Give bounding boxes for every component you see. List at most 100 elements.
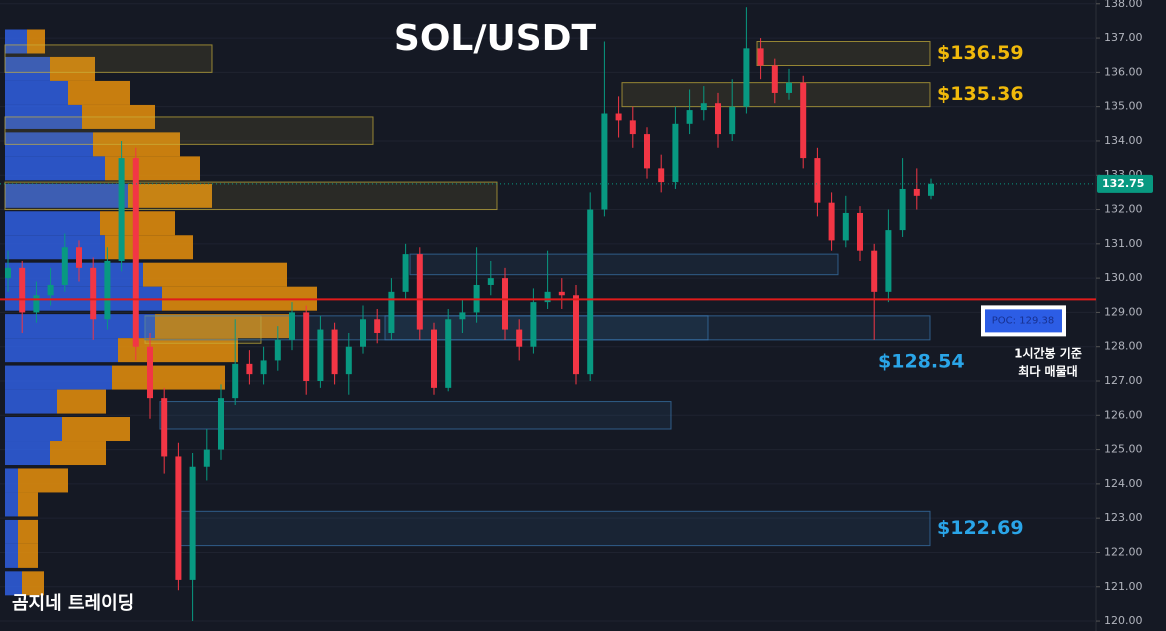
y-tick-label: 134.00	[1104, 134, 1143, 147]
candle-body	[431, 329, 437, 388]
zone-price-label: $136.59	[937, 42, 1024, 64]
zone	[4, 116, 374, 145]
candle-body	[871, 250, 878, 292]
volume-sell	[112, 365, 225, 390]
volume-sell	[143, 262, 287, 287]
y-tick-label: 137.00	[1104, 31, 1143, 44]
zone	[384, 315, 931, 341]
volume-sell	[128, 183, 212, 208]
candle-body	[132, 158, 139, 347]
volume-buy	[5, 235, 105, 260]
watermark: 곰지네 트레이딩	[12, 593, 134, 614]
candle-body	[402, 254, 409, 292]
candle-body	[771, 65, 778, 93]
y-tick-label: 132.00	[1104, 203, 1143, 216]
last-price-label: 132.75	[1102, 177, 1144, 190]
candle-body	[218, 398, 224, 450]
candle-body	[345, 346, 352, 375]
volume-buy	[5, 468, 18, 493]
candle-body	[828, 202, 835, 241]
candle-body	[374, 319, 381, 333]
volume-sell	[18, 543, 38, 568]
volume-buy	[5, 56, 50, 81]
candle-body	[729, 106, 736, 135]
candle-body	[672, 123, 679, 183]
candle-body	[445, 319, 452, 388]
volume-buy	[5, 262, 143, 287]
volume-buy	[5, 211, 100, 236]
candle-body	[644, 134, 650, 169]
zone-price-label: $128.54	[878, 350, 965, 372]
volume-buy	[5, 492, 18, 517]
y-tick-label: 127.00	[1104, 374, 1143, 387]
volume-sell	[105, 235, 193, 260]
zone	[159, 401, 672, 430]
annotation: 1시간봉 기준	[1014, 346, 1082, 361]
candle-body	[629, 120, 636, 135]
candle-body	[416, 254, 423, 330]
candle-body	[842, 212, 849, 241]
y-tick-label: 122.00	[1104, 545, 1143, 558]
candle-body	[587, 209, 594, 375]
chart-title: SOL/USDT	[394, 18, 597, 59]
candle-body	[814, 158, 821, 203]
candle-body	[76, 247, 82, 268]
candle-body	[246, 363, 253, 375]
volume-sell	[18, 492, 38, 517]
volume-buy	[5, 80, 68, 105]
candle-body	[303, 312, 310, 382]
candle-body	[686, 110, 693, 124]
candle-body	[530, 302, 537, 347]
candle-body	[558, 291, 565, 296]
volume-sell	[22, 571, 44, 596]
zone	[144, 315, 262, 344]
volume-sell	[50, 441, 106, 466]
candle-body	[544, 291, 551, 303]
candle-body	[274, 339, 281, 361]
zone	[177, 510, 931, 547]
candle-body	[232, 363, 239, 399]
candle-body	[260, 360, 267, 375]
volume-buy	[5, 519, 18, 544]
y-tick-label: 130.00	[1104, 271, 1143, 284]
volume-buy	[5, 156, 105, 181]
candle-body	[658, 168, 665, 183]
candle-body	[289, 312, 295, 340]
volume-buy	[5, 441, 50, 466]
candle-body	[175, 456, 182, 580]
candle-body	[189, 466, 196, 580]
zone	[756, 40, 931, 67]
candle-body	[487, 278, 494, 285]
y-tick-label: 120.00	[1104, 614, 1143, 627]
zone-price-label: $122.69	[937, 517, 1024, 539]
volume-sell	[155, 314, 290, 339]
candle-body	[5, 267, 11, 279]
candle-body	[331, 329, 338, 375]
y-tick-label: 126.00	[1104, 408, 1143, 421]
y-tick-label: 135.00	[1104, 100, 1143, 113]
poc-box-inner	[985, 309, 1062, 333]
volume-buy	[5, 183, 128, 208]
volume-buy	[5, 571, 22, 596]
zone	[144, 315, 709, 341]
volume-buy	[5, 29, 27, 54]
volume-buy	[5, 314, 155, 339]
candle-body	[885, 230, 892, 292]
candle-body	[502, 278, 508, 330]
y-tick-label: 131.00	[1104, 237, 1143, 250]
candle-body	[90, 267, 97, 320]
candle-body	[118, 158, 125, 261]
y-tick-label: 129.00	[1104, 305, 1143, 318]
candle-body	[388, 291, 395, 333]
y-tick-label: 125.00	[1104, 443, 1143, 456]
volume-sell	[18, 519, 38, 544]
volume-sell	[57, 389, 106, 414]
candle-body	[800, 82, 807, 159]
volume-buy	[5, 417, 62, 442]
candle-body	[715, 103, 721, 135]
volume-buy	[5, 338, 118, 363]
candle-body	[360, 319, 366, 347]
candle-body	[573, 295, 579, 375]
candle-body	[913, 188, 920, 196]
